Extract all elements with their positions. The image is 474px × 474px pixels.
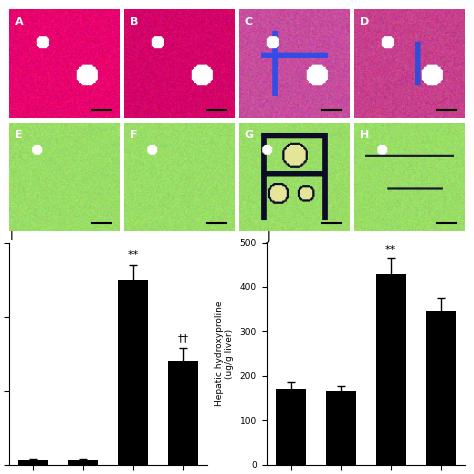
Bar [375,273,406,465]
Text: D: D [360,17,369,27]
Text: I: I [9,229,13,243]
Bar [68,460,99,465]
Bar [18,460,48,465]
Bar [426,311,456,465]
Text: J: J [267,229,270,243]
Bar [326,391,356,465]
Text: **: ** [385,245,396,255]
Text: H: H [360,130,369,140]
Text: F: F [130,130,137,140]
Text: A: A [15,17,24,27]
Bar [276,389,306,465]
Text: C: C [245,17,253,27]
Bar [118,280,148,465]
Y-axis label: Hepatic hydroxyproline
(ug/g liver): Hepatic hydroxyproline (ug/g liver) [215,301,234,406]
Text: ††: †† [178,333,189,343]
Text: **: ** [128,250,139,260]
Text: E: E [15,130,23,140]
Bar [168,361,198,465]
Text: G: G [245,130,254,140]
Text: B: B [130,17,138,27]
